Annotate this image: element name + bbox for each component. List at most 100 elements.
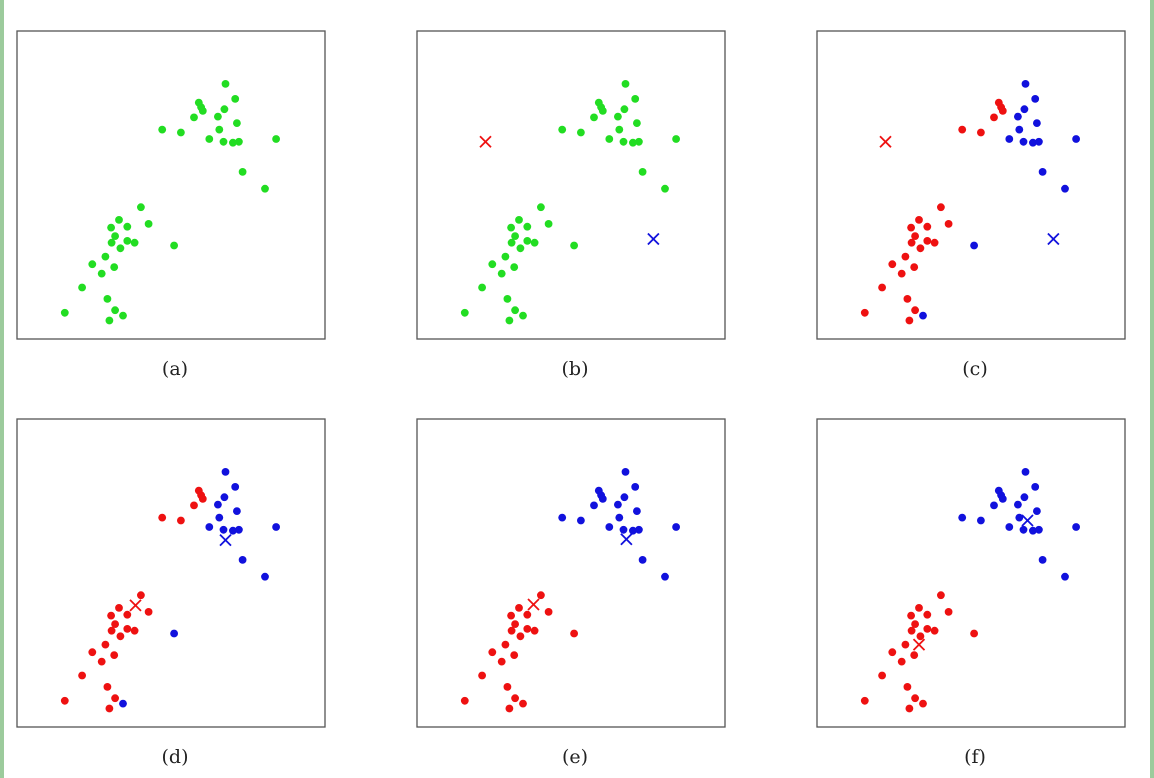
data-point [598, 107, 607, 115]
data-point [137, 203, 145, 212]
data-point [530, 238, 539, 247]
data-point [635, 525, 643, 534]
data-point [111, 306, 119, 315]
plot-frame [416, 30, 726, 340]
data-point [111, 694, 119, 703]
data-point [619, 525, 628, 534]
data-point [511, 306, 519, 315]
data-point [501, 252, 510, 261]
data-point [478, 671, 486, 680]
data-point [198, 107, 207, 115]
data-point [897, 269, 906, 278]
blue-centroid-marker [219, 533, 232, 547]
data-point [888, 648, 897, 657]
data-point [970, 241, 978, 250]
scatter-plot [16, 418, 326, 728]
data-point [605, 523, 614, 531]
data-point [460, 696, 469, 705]
data-point [515, 604, 523, 612]
data-point [878, 283, 886, 292]
panel-caption: (b) [561, 358, 589, 380]
panel-a: (a) [16, 30, 334, 388]
data-point [515, 216, 523, 224]
data-point [910, 263, 919, 271]
data-point [103, 295, 112, 303]
data-point [110, 263, 119, 271]
blue-centroid-marker [1047, 232, 1060, 246]
data-point [115, 604, 123, 612]
data-point [619, 137, 628, 146]
data-point [107, 238, 116, 247]
data-point [907, 611, 915, 620]
data-point [530, 626, 539, 635]
data-point [614, 112, 622, 121]
data-point [214, 500, 222, 509]
data-point [878, 671, 886, 680]
data-point [115, 216, 123, 224]
data-point [1038, 556, 1047, 564]
data-point [111, 620, 119, 628]
data-point [516, 244, 525, 253]
panel-e: (e) [416, 418, 734, 776]
data-point [97, 269, 106, 278]
data-point [119, 699, 127, 708]
data-point [911, 232, 919, 241]
blue-centroid-marker [1021, 514, 1034, 527]
data-point [97, 657, 106, 666]
data-point [1020, 493, 1029, 502]
data-point [519, 699, 527, 708]
data-point [238, 168, 247, 176]
data-point [629, 526, 637, 535]
data-point [272, 135, 280, 143]
data-point [919, 699, 927, 708]
data-point [620, 493, 629, 502]
data-point [916, 244, 925, 253]
data-point [1019, 525, 1028, 534]
data-point [190, 113, 198, 122]
data-point [507, 223, 515, 232]
data-point [1005, 523, 1014, 531]
data-point [615, 513, 624, 522]
data-point [231, 95, 240, 103]
data-point [638, 168, 647, 176]
panel-c: (c) [816, 30, 1134, 388]
data-point [105, 704, 114, 713]
data-point [1033, 119, 1041, 127]
data-point [1035, 137, 1043, 146]
data-point [78, 283, 86, 292]
data-point [110, 651, 119, 659]
data-point [1029, 138, 1037, 147]
data-point [923, 222, 932, 231]
data-point [261, 184, 269, 193]
data-point [590, 113, 598, 122]
data-point [523, 222, 532, 231]
plot-frame [416, 418, 726, 728]
data-point [219, 525, 228, 534]
data-point [158, 513, 167, 522]
data-point [177, 516, 185, 525]
scatter-plot [416, 30, 726, 340]
data-point [105, 316, 114, 325]
data-point [907, 238, 916, 247]
data-point [130, 238, 139, 247]
blue-centroid-marker [620, 533, 633, 546]
data-point [888, 260, 897, 269]
data-point [970, 629, 978, 638]
data-point [1021, 468, 1030, 476]
data-point [1014, 500, 1022, 509]
data-point [661, 572, 669, 581]
red-centroid-marker [912, 638, 926, 651]
data-point [507, 626, 516, 635]
data-point [923, 237, 932, 245]
data-point [1061, 572, 1069, 581]
data-point [101, 640, 110, 649]
data-point [629, 138, 637, 147]
data-point [1014, 112, 1022, 121]
data-point [511, 694, 519, 703]
data-point [190, 501, 198, 510]
data-point [497, 657, 506, 666]
data-point [911, 306, 919, 315]
data-point [516, 632, 525, 641]
data-point [60, 696, 69, 705]
data-point [977, 516, 985, 525]
